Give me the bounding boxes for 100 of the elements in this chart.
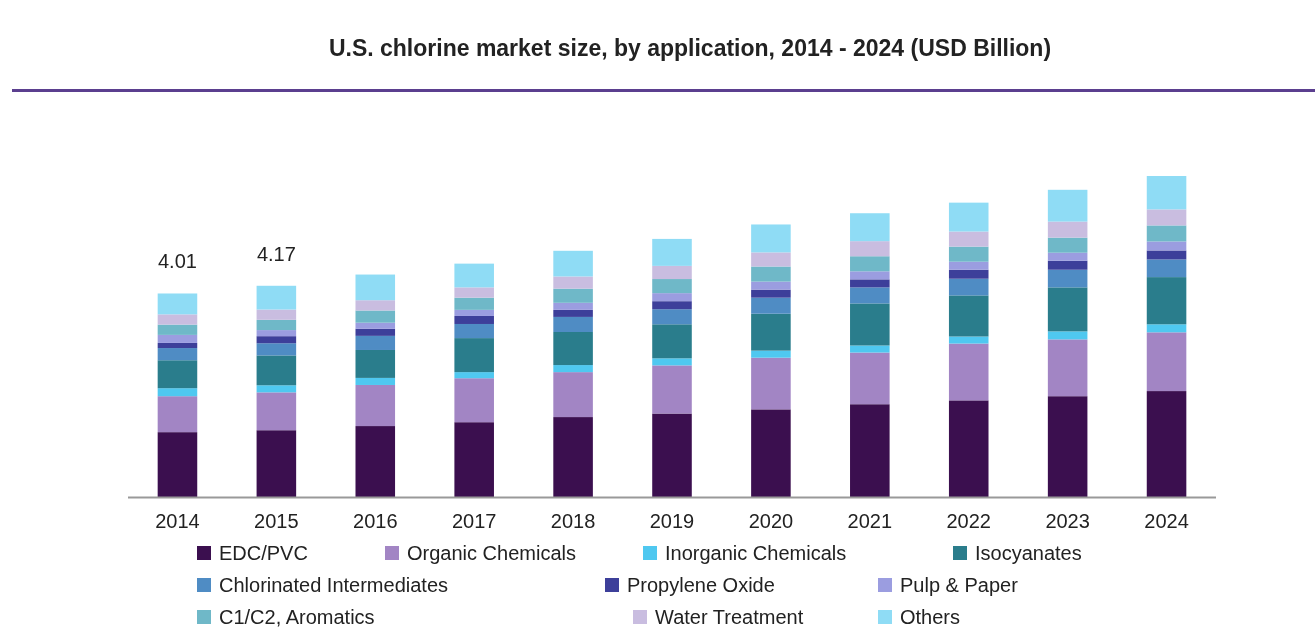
bar	[1047, 252, 1088, 261]
bar	[1047, 269, 1088, 288]
bar	[948, 246, 989, 262]
bar	[355, 300, 396, 311]
bar	[256, 336, 297, 344]
bar	[850, 303, 890, 346]
bar	[1047, 331, 1088, 340]
bar	[553, 276, 593, 289]
x-tick-label: 2022	[946, 510, 991, 532]
bar	[454, 323, 494, 339]
bar	[256, 330, 297, 337]
bar	[454, 287, 494, 298]
bar	[850, 287, 890, 304]
bar	[157, 324, 198, 335]
bar	[1047, 287, 1088, 332]
legend-label: Propylene Oxide	[627, 574, 775, 596]
bar	[256, 392, 297, 431]
legend-label: Inorganic Chemicals	[665, 542, 847, 564]
bar	[256, 355, 297, 386]
bar	[850, 279, 890, 288]
bar	[1146, 241, 1187, 251]
bar	[850, 404, 890, 497]
bar	[454, 309, 494, 316]
bar	[948, 400, 989, 497]
bar	[355, 322, 396, 329]
bar	[454, 422, 494, 497]
bar	[652, 293, 692, 302]
x-tick-label: 2014	[155, 510, 200, 532]
bar	[1146, 277, 1187, 325]
chart-title: U.S. chlorine market size, by application, 2014 - 2024 (USD Billion)	[328, 35, 1052, 61]
bar	[256, 385, 297, 393]
annotation: 4.17	[256, 242, 296, 265]
bar	[454, 378, 494, 423]
legend-label: Organic Chemicals	[407, 542, 576, 564]
bar	[1146, 225, 1187, 242]
bar	[1146, 332, 1187, 392]
bar	[1047, 396, 1088, 497]
bar	[454, 297, 494, 310]
bar	[751, 297, 791, 314]
bar	[850, 256, 890, 272]
bar	[1146, 391, 1187, 497]
bar	[751, 409, 791, 497]
bar	[553, 372, 593, 418]
annotation: 4.01	[157, 250, 197, 273]
bar	[751, 266, 791, 282]
bar	[355, 349, 396, 378]
bar	[355, 335, 396, 350]
bar	[850, 271, 890, 280]
x-tick-label: 2019	[649, 510, 695, 532]
bar	[652, 365, 692, 414]
x-tick-label: 2020	[748, 510, 794, 532]
x-tick-label: 2017	[451, 510, 497, 532]
legend-label: C1/C2, Aromatics	[219, 606, 375, 628]
bar	[652, 301, 692, 310]
legend-label: Pulp & Paper	[900, 574, 1019, 596]
bar	[553, 250, 593, 277]
bar	[1146, 250, 1187, 260]
bar	[454, 315, 494, 324]
bar	[256, 309, 297, 320]
legend-label: Chlorinated Intermediates	[219, 574, 449, 596]
x-tick-label: 2016	[353, 510, 398, 532]
bar	[1047, 260, 1088, 270]
bar	[751, 350, 791, 358]
legend-label: Isocyanates	[975, 542, 1082, 564]
bar	[652, 238, 692, 266]
bar	[355, 328, 396, 336]
x-tick-label: 2018	[550, 510, 596, 532]
bar	[157, 360, 198, 389]
bar	[751, 252, 791, 267]
bar	[948, 269, 989, 279]
bar	[1047, 221, 1088, 238]
legend-label: EDC/PVC	[219, 542, 308, 564]
bar	[652, 265, 692, 280]
bar	[256, 285, 297, 310]
legend-label: Others	[900, 606, 961, 628]
bar	[355, 377, 396, 385]
bar	[948, 278, 989, 296]
bar	[751, 357, 791, 410]
bar	[256, 343, 297, 356]
bar	[652, 358, 692, 366]
bar	[751, 281, 791, 290]
bar	[751, 313, 791, 351]
bar	[553, 288, 593, 303]
bar	[157, 293, 198, 315]
bar	[1047, 189, 1088, 222]
bar	[256, 430, 297, 497]
bar	[1047, 339, 1088, 397]
bar	[850, 345, 890, 353]
bar	[948, 261, 989, 270]
bar	[454, 263, 494, 288]
bar	[652, 279, 692, 294]
bar	[751, 289, 791, 298]
bar	[454, 338, 494, 373]
bar	[157, 388, 198, 397]
bar	[355, 384, 396, 427]
bar	[355, 426, 396, 497]
bar	[553, 417, 593, 497]
x-tick-label: 2024	[1144, 510, 1189, 532]
bar	[553, 332, 593, 366]
bar	[157, 348, 198, 361]
